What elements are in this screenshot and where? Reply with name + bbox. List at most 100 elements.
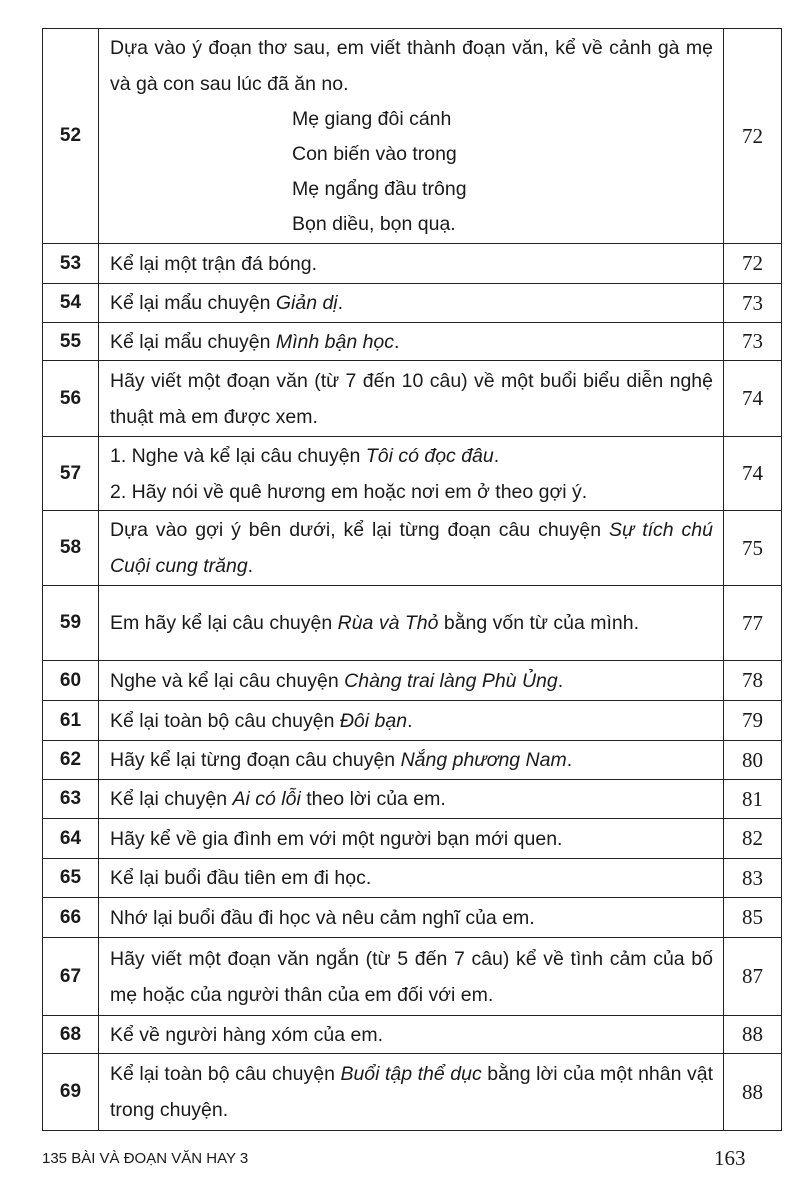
- exercise-description: Dựa vào ý đoạn thơ sau, em viết thành đo…: [98, 28, 724, 244]
- description-text: Hãy viết một đoạn văn ngắn (từ 5 đến 7 c…: [110, 941, 713, 1013]
- exercise-index-table: 52 Dựa vào ý đoạn thơ sau, em viết thành …: [42, 28, 782, 1131]
- exercise-description: Kể lại chuyện Ai có lỗi theo lời của em.: [98, 779, 724, 819]
- text-segment: Nghe và kể lại câu chuyện: [110, 669, 345, 692]
- exercise-number: 55: [42, 322, 99, 361]
- text-segment: Em hãy kể lại câu chuyện: [110, 612, 338, 634]
- text-segment: .: [557, 669, 564, 692]
- description-text: Dựa vào gợi ý bên dưới, kể lại từng đoạn…: [110, 512, 713, 584]
- text-segment: Kể lại toàn bộ câu chuyện: [110, 709, 340, 732]
- exercise-description: Nhớ lại buổi đầu đi học và nêu cảm nghĩ …: [98, 897, 724, 938]
- exercise-description: Dựa vào gợi ý bên dưới, kể lại từng đoạn…: [98, 510, 724, 586]
- exercise-number: 60: [42, 660, 99, 701]
- exercise-number: 67: [42, 937, 99, 1016]
- text-segment: .: [407, 709, 413, 732]
- exercise-description: Hãy kể về gia đình em với một người bạn …: [98, 818, 724, 859]
- text-segment: Dựa vào gợi ý bên dưới, kể lại từng đoạn…: [110, 519, 609, 541]
- exercise-number: 56: [42, 360, 99, 437]
- text-segment: Dựa vào ý đoạn thơ sau, em viết thành đo…: [110, 37, 713, 95]
- text-segment: Hãy viết một đoạn văn (từ 7 đến 10 câu) …: [110, 369, 713, 428]
- page-reference: 72: [723, 28, 782, 244]
- table-row: 62 Hãy kể lại từng đoạn câu chuyện Nắng p…: [42, 740, 782, 780]
- page-reference: 85: [723, 897, 782, 938]
- table-row: 60 Nghe và kể lại câu chuyện Chàng trai l…: [42, 660, 782, 701]
- exercise-description: Kể lại mẩu chuyện Giản dị.: [98, 283, 724, 323]
- poem-line: Bọn diều, bọn quạ.: [292, 213, 456, 235]
- text-segment: Hãy viết một đoạn văn ngắn (từ 5 đến 7 c…: [110, 947, 713, 1006]
- table-row: 61 Kể lại toàn bộ câu chuyện Đôi bạn. 79: [42, 700, 782, 741]
- exercise-description: 1. Nghe và kể lại câu chuyện Tôi có đọc …: [98, 436, 724, 511]
- description-text: Hãy viết một đoạn văn (từ 7 đến 10 câu) …: [110, 363, 713, 435]
- page-reference: 87: [723, 937, 782, 1016]
- exercise-number: 53: [42, 243, 99, 284]
- text-segment: theo lời của em.: [300, 788, 446, 810]
- exercise-description: Hãy viết một đoạn văn ngắn (từ 5 đến 7 c…: [98, 937, 724, 1016]
- exercise-description: Nghe và kể lại câu chuyện Chàng trai làn…: [98, 660, 724, 701]
- page-reference: 78: [723, 660, 782, 701]
- exercise-number: 64: [42, 818, 99, 859]
- text-segment: .: [247, 555, 254, 577]
- page-reference: 82: [723, 818, 782, 859]
- description-text: Kể lại mẩu chuyện Mình bận học.: [110, 324, 713, 360]
- exercise-description: Hãy viết một đoạn văn (từ 7 đến 10 câu) …: [98, 360, 724, 437]
- text-segment: Hãy kể về gia đình em với một người bạn …: [110, 827, 563, 850]
- exercise-description: Kể lại toàn bộ câu chuyện Buổi tập thể d…: [98, 1053, 724, 1131]
- exercise-description: Kể lại toàn bộ câu chuyện Đôi bạn.: [98, 700, 724, 741]
- text-segment: Kể lại chuyện: [110, 788, 233, 810]
- page-reference: 75: [723, 510, 782, 586]
- table-row: 67 Hãy viết một đoạn văn ngắn (từ 5 đến 7…: [42, 937, 782, 1016]
- description-text: Hãy kể lại từng đoạn câu chuyện Nắng phư…: [110, 742, 713, 778]
- exercise-number: 66: [42, 897, 99, 938]
- page-reference: 73: [723, 283, 782, 323]
- footer-book-title: 135 BÀI VÀ ĐOẠN VĂN HAY 3: [42, 1150, 249, 1167]
- poem-line: Con biến vào trong: [292, 143, 457, 165]
- text-segment: .: [493, 444, 500, 467]
- story-title: Rùa và Thỏ: [337, 612, 439, 634]
- exercise-description: Em hãy kể lại câu chuyện Rùa và Thỏ bằng…: [98, 585, 724, 661]
- description-text: Nghe và kể lại câu chuyện Chàng trai làn…: [110, 663, 713, 699]
- page-reference: 74: [723, 436, 782, 511]
- exercise-description: Hãy kể lại từng đoạn câu chuyện Nắng phư…: [98, 740, 724, 780]
- text-segment: Kể về người hàng xóm của em.: [110, 1023, 383, 1046]
- description-line: 2. Hãy nói về quê hương em hoặc nơi em ở…: [110, 474, 713, 510]
- page-reference: 74: [723, 360, 782, 437]
- story-title: Đôi bạn: [339, 709, 408, 732]
- page-reference: 77: [723, 585, 782, 661]
- exercise-number: 63: [42, 779, 99, 819]
- exercise-description: Kể lại mẩu chuyện Mình bận học.: [98, 322, 724, 361]
- text-segment: Kể lại buổi đầu tiên em đi học.: [110, 867, 372, 889]
- poem-line: Mẹ giang đôi cánh: [292, 108, 452, 130]
- description-text: Nhớ lại buổi đầu đi học và nêu cảm nghĩ …: [110, 900, 713, 936]
- table-row: 53 Kể lại một trận đá bóng. 72: [42, 243, 782, 284]
- exercise-number: 54: [42, 283, 99, 323]
- text-segment: .: [337, 292, 344, 314]
- exercise-number: 58: [42, 510, 99, 586]
- story-title: Ai có lỗi: [232, 788, 301, 810]
- description-text: Kể lại toàn bộ câu chuyện Đôi bạn.: [110, 703, 713, 739]
- page-reference: 81: [723, 779, 782, 819]
- text-segment: 1. Nghe và kể lại câu chuyện: [110, 444, 366, 467]
- page-reference: 88: [723, 1053, 782, 1131]
- description-line: 1. Nghe và kể lại câu chuyện Tôi có đọc …: [110, 438, 713, 474]
- story-title: Giản dị: [275, 292, 338, 314]
- exercise-number: 62: [42, 740, 99, 780]
- exercise-number: 57: [42, 436, 99, 511]
- story-title: Mình bận học: [275, 330, 395, 353]
- exercise-number: 65: [42, 858, 99, 898]
- story-title: Tôi có đọc đâu: [365, 444, 494, 467]
- exercise-description: Kể về người hàng xóm của em.: [98, 1015, 724, 1054]
- description-text: Kể về người hàng xóm của em.: [110, 1017, 713, 1053]
- table-row: 52 Dựa vào ý đoạn thơ sau, em viết thành …: [42, 28, 782, 244]
- page-reference: 88: [723, 1015, 782, 1054]
- table-row: 54 Kể lại mẩu chuyện Giản dị. 73: [42, 283, 782, 323]
- table-row: 59 Em hãy kể lại câu chuyện Rùa và Thỏ bằ…: [42, 585, 782, 661]
- table-row: 66 Nhớ lại buổi đầu đi học và nêu cảm ngh…: [42, 897, 782, 938]
- text-segment: bằng lời của một nhân vật trong chuyện.: [110, 1063, 713, 1121]
- text-segment: Hãy kể lại từng đoạn câu chuyện: [110, 749, 401, 771]
- exercise-number: 59: [42, 585, 99, 661]
- table-row: 64 Hãy kể về gia đình em với một người bạ…: [42, 818, 782, 859]
- table-row: 69 Kể lại toàn bộ câu chuyện Buổi tập thể…: [42, 1053, 782, 1131]
- table-row: 56 Hãy viết một đoạn văn (từ 7 đến 10 câu…: [42, 360, 782, 437]
- story-title: Buổi tập thể dục: [340, 1063, 482, 1085]
- footer-page-number: 163: [714, 1146, 746, 1170]
- poem-line: Mẹ ngẩng đầu trông: [292, 178, 467, 200]
